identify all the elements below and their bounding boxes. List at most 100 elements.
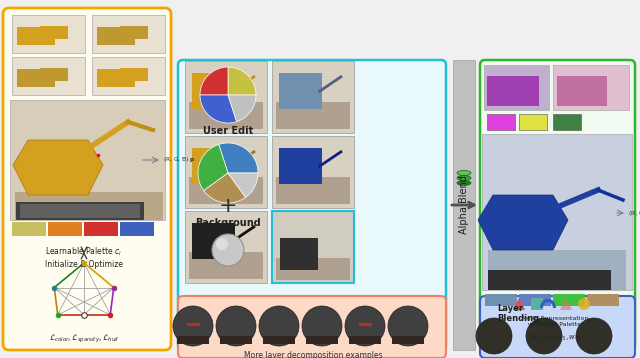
Text: User Edit: User Edit bbox=[203, 126, 253, 136]
Bar bbox=[20, 204, 140, 218]
Circle shape bbox=[173, 306, 213, 346]
Bar bbox=[487, 114, 515, 130]
Circle shape bbox=[216, 238, 228, 250]
Bar bbox=[120, 222, 154, 236]
FancyBboxPatch shape bbox=[3, 8, 171, 350]
Bar bbox=[453, 60, 475, 350]
Bar bbox=[84, 222, 118, 236]
Bar bbox=[553, 294, 585, 306]
Bar bbox=[12, 57, 85, 95]
Polygon shape bbox=[513, 298, 525, 310]
Bar bbox=[185, 211, 267, 283]
Bar bbox=[220, 336, 252, 344]
FancyBboxPatch shape bbox=[178, 296, 446, 358]
Bar bbox=[485, 294, 517, 306]
Bar bbox=[272, 136, 354, 208]
Bar bbox=[10, 100, 165, 220]
Bar bbox=[177, 336, 209, 344]
Circle shape bbox=[259, 306, 299, 346]
Text: NeRF Representation
w/ Edited Palette: NeRF Representation w/ Edited Palette bbox=[522, 316, 588, 327]
Bar bbox=[392, 336, 424, 344]
Bar bbox=[349, 336, 381, 344]
Bar bbox=[263, 336, 295, 344]
Bar bbox=[306, 336, 338, 344]
Bar bbox=[16, 202, 144, 220]
Bar bbox=[189, 176, 263, 204]
Bar bbox=[276, 102, 350, 129]
Bar bbox=[189, 252, 263, 279]
Bar bbox=[553, 114, 581, 130]
Bar bbox=[488, 270, 611, 290]
Bar bbox=[12, 222, 46, 236]
Bar bbox=[17, 69, 55, 87]
Bar bbox=[92, 57, 165, 95]
Bar bbox=[120, 26, 148, 39]
Polygon shape bbox=[560, 298, 572, 310]
Bar bbox=[185, 61, 267, 133]
Text: Initialize & Optimize: Initialize & Optimize bbox=[45, 260, 123, 269]
Bar bbox=[192, 148, 235, 184]
Bar bbox=[40, 68, 68, 81]
Bar bbox=[280, 238, 318, 270]
Text: $\mathcal{L}_{color}, \mathcal{L}_{sparsity}, \mathcal{L}_{hull}$: $\mathcal{L}_{color}, \mathcal{L}_{spars… bbox=[49, 333, 119, 345]
Text: Alpha Blend: Alpha Blend bbox=[459, 175, 469, 234]
Bar bbox=[17, 27, 55, 45]
Wedge shape bbox=[200, 95, 237, 123]
Bar bbox=[276, 252, 350, 279]
Text: Learnable Palette $\mathit{c}_i$: Learnable Palette $\mathit{c}_i$ bbox=[45, 246, 123, 258]
Text: $(w_1, w_2, w_3, w_4)$: $(w_1, w_2, w_3, w_4)$ bbox=[528, 332, 582, 342]
Bar bbox=[519, 294, 551, 306]
Wedge shape bbox=[228, 67, 256, 95]
Ellipse shape bbox=[457, 180, 471, 185]
Wedge shape bbox=[204, 173, 246, 203]
Bar bbox=[272, 61, 354, 133]
Text: More layer decomposition examples: More layer decomposition examples bbox=[244, 351, 382, 358]
Text: Background: Background bbox=[195, 218, 261, 228]
Bar bbox=[519, 114, 547, 130]
Circle shape bbox=[302, 306, 342, 346]
Circle shape bbox=[476, 318, 512, 354]
Circle shape bbox=[345, 306, 385, 346]
Bar bbox=[272, 211, 354, 283]
FancyBboxPatch shape bbox=[480, 60, 635, 350]
Bar bbox=[272, 211, 354, 283]
Circle shape bbox=[526, 318, 562, 354]
Bar bbox=[279, 73, 322, 109]
Bar bbox=[12, 15, 85, 53]
Circle shape bbox=[212, 234, 244, 266]
Ellipse shape bbox=[457, 170, 471, 175]
Bar bbox=[557, 76, 607, 106]
Bar bbox=[487, 76, 539, 106]
Text: +: + bbox=[219, 196, 237, 216]
Bar bbox=[48, 222, 82, 236]
Bar bbox=[484, 65, 549, 110]
Bar bbox=[97, 69, 135, 87]
Text: Layer
Blending: Layer Blending bbox=[497, 304, 539, 323]
Bar bbox=[40, 26, 68, 39]
Polygon shape bbox=[13, 140, 103, 195]
Wedge shape bbox=[219, 143, 258, 173]
Bar bbox=[15, 192, 163, 220]
FancyBboxPatch shape bbox=[178, 60, 446, 350]
Bar bbox=[531, 298, 543, 310]
Polygon shape bbox=[478, 195, 568, 250]
Bar bbox=[279, 148, 322, 184]
Bar bbox=[279, 223, 322, 259]
FancyBboxPatch shape bbox=[480, 296, 635, 358]
Circle shape bbox=[388, 306, 428, 346]
Bar bbox=[553, 65, 629, 110]
Text: (R, G, B) $\mathbf{p}$: (R, G, B) $\mathbf{p}$ bbox=[163, 155, 196, 164]
Bar bbox=[97, 27, 135, 45]
Bar bbox=[488, 250, 626, 290]
Bar bbox=[276, 258, 350, 280]
Bar bbox=[587, 294, 619, 306]
Wedge shape bbox=[228, 95, 256, 122]
Text: (R', G', B') $\mathbf{p}$: (R', G', B') $\mathbf{p}$ bbox=[628, 208, 640, 218]
Wedge shape bbox=[198, 145, 228, 190]
Bar bbox=[192, 73, 235, 109]
Bar bbox=[92, 15, 165, 53]
Wedge shape bbox=[228, 173, 258, 197]
Bar bbox=[185, 136, 267, 208]
Circle shape bbox=[578, 298, 590, 310]
Bar bbox=[276, 176, 350, 204]
